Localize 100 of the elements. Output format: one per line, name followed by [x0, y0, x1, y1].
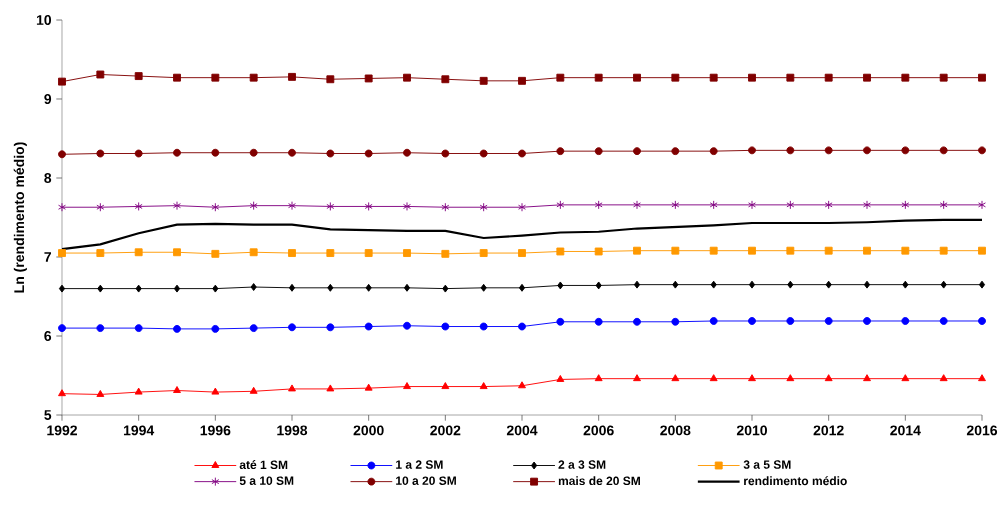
point [326, 75, 335, 84]
point [748, 246, 756, 255]
point [403, 249, 411, 257]
point [671, 374, 680, 382]
point [288, 384, 296, 392]
point [96, 249, 105, 257]
point [748, 317, 756, 325]
point [939, 246, 948, 255]
point [863, 73, 871, 82]
point [786, 200, 795, 210]
point [58, 202, 66, 212]
point [288, 283, 296, 292]
point [901, 374, 910, 382]
y-tick-label: 9 [44, 94, 52, 104]
point [326, 149, 335, 158]
point [364, 149, 373, 158]
point [518, 381, 526, 389]
point [594, 374, 603, 382]
x-tick-label: 1998 [277, 425, 308, 436]
point [364, 201, 373, 211]
point [211, 73, 220, 82]
point [748, 374, 756, 382]
point [518, 283, 526, 292]
point [978, 146, 986, 155]
point [633, 200, 641, 210]
point [173, 201, 181, 211]
point [96, 324, 105, 333]
point [96, 149, 105, 158]
point [96, 389, 105, 397]
point [671, 246, 680, 255]
point [173, 248, 181, 257]
legend-label: 10 a 20 SM [396, 476, 456, 485]
point [633, 374, 641, 382]
point [902, 280, 909, 289]
point [594, 147, 603, 156]
point [479, 149, 488, 158]
point [824, 200, 833, 210]
point [863, 317, 871, 325]
point [940, 280, 947, 289]
point [556, 73, 565, 82]
point [479, 322, 488, 331]
point [786, 73, 795, 82]
point [556, 247, 565, 256]
point [939, 317, 948, 325]
point [518, 149, 526, 158]
point [173, 148, 181, 157]
point [288, 148, 296, 157]
point [96, 202, 105, 212]
point [250, 283, 257, 291]
legend-label: até 1 SM [239, 460, 288, 470]
point [709, 374, 718, 382]
point [134, 149, 143, 158]
point [556, 374, 565, 382]
point [288, 201, 296, 211]
point [901, 200, 910, 210]
y-axis-title: Ln (rendimento médio) [13, 142, 27, 293]
point [134, 324, 143, 333]
point [249, 386, 258, 394]
point [288, 323, 296, 332]
point [978, 200, 986, 210]
point [901, 146, 910, 155]
point [710, 280, 717, 289]
point [135, 284, 142, 293]
point [134, 387, 143, 395]
x-tick-label: 2002 [430, 425, 461, 436]
point [327, 283, 334, 292]
point [709, 246, 718, 255]
point [480, 283, 487, 292]
point [786, 317, 795, 325]
point [326, 323, 335, 332]
point [633, 147, 641, 156]
point [173, 284, 181, 293]
point [364, 383, 373, 391]
x-tick-label: 2014 [890, 425, 921, 436]
point [824, 246, 833, 255]
point [786, 146, 795, 155]
point [403, 382, 411, 390]
point [211, 249, 220, 258]
point [709, 147, 718, 156]
point [901, 246, 910, 255]
point [441, 202, 450, 212]
x-tick-label: 2004 [506, 425, 538, 436]
point [978, 374, 986, 382]
point [211, 387, 220, 395]
point [709, 200, 718, 210]
point [787, 280, 794, 289]
x-tick-label: 1992 [47, 425, 77, 436]
point [364, 74, 373, 83]
x-tick-label: 2010 [736, 425, 767, 436]
point [556, 147, 565, 156]
point [748, 146, 756, 155]
point [211, 202, 220, 212]
point [671, 147, 680, 156]
point [58, 284, 66, 293]
point [633, 73, 641, 82]
point [58, 150, 66, 159]
x-tick-label: 2016 [966, 425, 998, 436]
y-tick-label: 5 [44, 410, 52, 420]
point [96, 70, 105, 79]
point [672, 280, 679, 289]
